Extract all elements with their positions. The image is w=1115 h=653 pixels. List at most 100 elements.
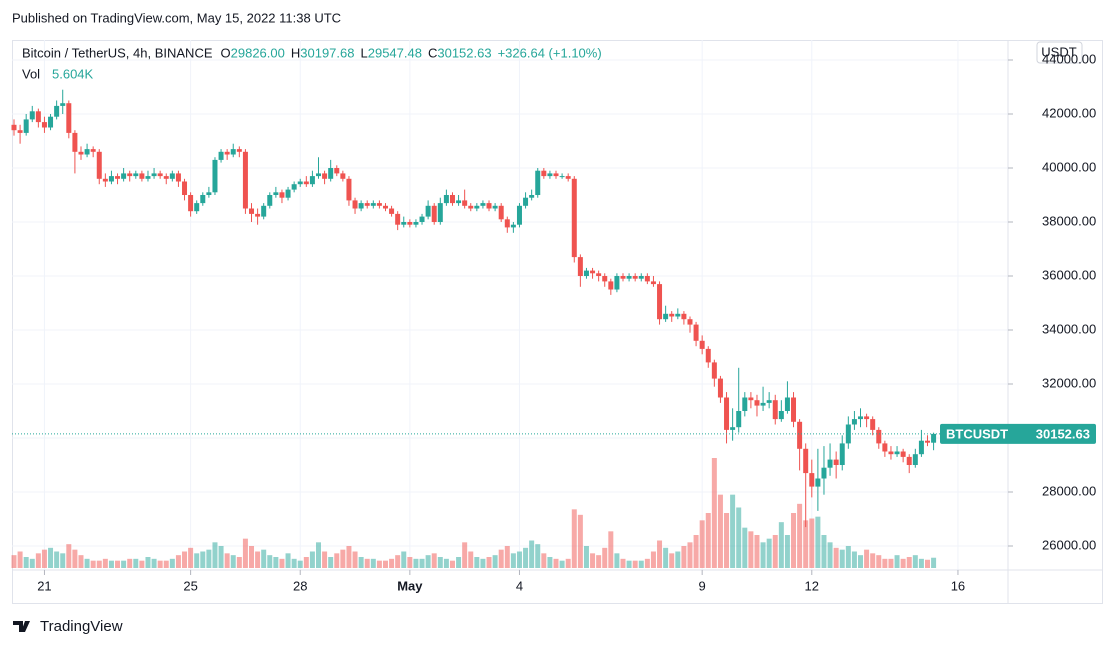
- y-tick-label: 40000.00: [1042, 159, 1096, 174]
- volume-bar: [504, 546, 510, 568]
- volume-bar: [523, 547, 529, 568]
- y-tick-label: 44000.00: [1042, 51, 1096, 66]
- volume-bar: [565, 558, 571, 568]
- ohlc-prefix: O: [221, 45, 231, 60]
- candle-body: [620, 276, 626, 279]
- candle-body: [870, 419, 876, 430]
- volume-bar: [724, 513, 730, 568]
- volume-bar: [78, 555, 84, 568]
- ohlc-value: 29547.48: [368, 45, 422, 60]
- volume-bar: [851, 551, 857, 568]
- candle-body: [370, 203, 376, 206]
- volume-bar: [571, 509, 577, 568]
- candle-body: [876, 429, 882, 444]
- volume-bar: [614, 553, 620, 568]
- volume-bar: [157, 560, 163, 568]
- candle-body: [297, 181, 303, 185]
- volume-bar: [389, 558, 395, 568]
- volume-label: 5.604K: [52, 66, 94, 81]
- volume-bar: [882, 558, 888, 568]
- candle-body: [900, 451, 906, 457]
- volume-bar: [200, 551, 206, 568]
- volume-bar: [931, 557, 937, 568]
- candle-body: [894, 451, 900, 455]
- candle-body: [845, 424, 851, 444]
- candle-body: [200, 195, 206, 204]
- candle-body: [705, 348, 711, 363]
- volume-bar: [242, 538, 248, 568]
- currency[interactable]: USDT: [1041, 44, 1076, 59]
- candle-body: [742, 397, 748, 411]
- ohlc-value: 30152.63: [437, 45, 491, 60]
- volume-bar: [462, 542, 468, 568]
- volume-bar: [864, 549, 870, 568]
- volume-bar: [66, 544, 72, 568]
- volume-bar: [516, 551, 522, 568]
- volume-bar: [127, 558, 133, 568]
- candle-body: [565, 176, 571, 179]
- volume-bar: [590, 553, 596, 568]
- volume-bar: [41, 549, 47, 568]
- candle-body: [102, 178, 108, 182]
- volume-bar: [809, 518, 815, 568]
- candle-body: [279, 192, 285, 198]
- candle-body: [681, 313, 687, 320]
- volume-bar: [583, 546, 589, 568]
- ohlc-legend: O 29826.00 H 30197.68 L 29547.48 C 30152.63 +326…: [221, 45, 602, 60]
- candle-body: [218, 151, 224, 160]
- candle-body: [352, 200, 358, 209]
- change-label: +326.64 (+1.10%): [498, 45, 602, 60]
- candle-body: [602, 276, 608, 282]
- volume-bar: [291, 558, 297, 568]
- volume-bar: [11, 555, 17, 568]
- candle-body: [449, 195, 455, 204]
- volume-bar: [419, 558, 425, 568]
- candle-body: [401, 222, 407, 225]
- candle-body: [249, 208, 255, 214]
- volume-bar: [608, 531, 614, 568]
- volume-bar: [821, 535, 827, 568]
- candle-body: [778, 410, 784, 420]
- candle-body: [906, 456, 912, 465]
- candle-body: [316, 173, 321, 177]
- candle-body: [571, 178, 577, 258]
- currency-box[interactable]: [1036, 41, 1083, 64]
- candle-body: [766, 400, 772, 403]
- candle-body: [797, 421, 803, 449]
- candle-body: [407, 222, 413, 225]
- volume-bar: [48, 547, 54, 568]
- volume-bar: [376, 560, 382, 568]
- volume-bar: [602, 547, 608, 568]
- candle-body: [364, 203, 370, 206]
- volume-bar: [23, 557, 29, 568]
- price-tag: [940, 423, 1096, 444]
- candle-body: [462, 200, 468, 206]
- candle-body: [437, 203, 443, 223]
- volume-bar: [90, 560, 96, 568]
- ohlc-value: 30197.68: [300, 45, 354, 60]
- volume-bar: [620, 558, 626, 568]
- candle-body: [912, 454, 918, 465]
- candle-body: [657, 284, 663, 320]
- volume-bar: [273, 557, 279, 568]
- candle-body: [90, 149, 96, 152]
- volume-bar: [748, 531, 754, 568]
- volume-bar: [297, 560, 303, 568]
- candle-body: [583, 270, 589, 277]
- candle-body: [644, 276, 650, 282]
- volume-bar: [96, 560, 102, 568]
- volume-bar: [456, 557, 462, 568]
- volume-bar: [675, 551, 681, 568]
- candle-body: [809, 473, 815, 487]
- volume-bar: [194, 553, 200, 568]
- candle-body: [242, 151, 248, 209]
- volume-bar: [711, 458, 717, 568]
- candle-body: [480, 203, 486, 206]
- candle-body: [72, 132, 78, 152]
- candle-body: [498, 205, 504, 220]
- y-tick-label: 28000.00: [1042, 483, 1096, 498]
- candle-body: [724, 397, 730, 430]
- candle-body: [395, 213, 401, 225]
- volume-bar: [894, 555, 900, 568]
- candle-body: [784, 397, 790, 411]
